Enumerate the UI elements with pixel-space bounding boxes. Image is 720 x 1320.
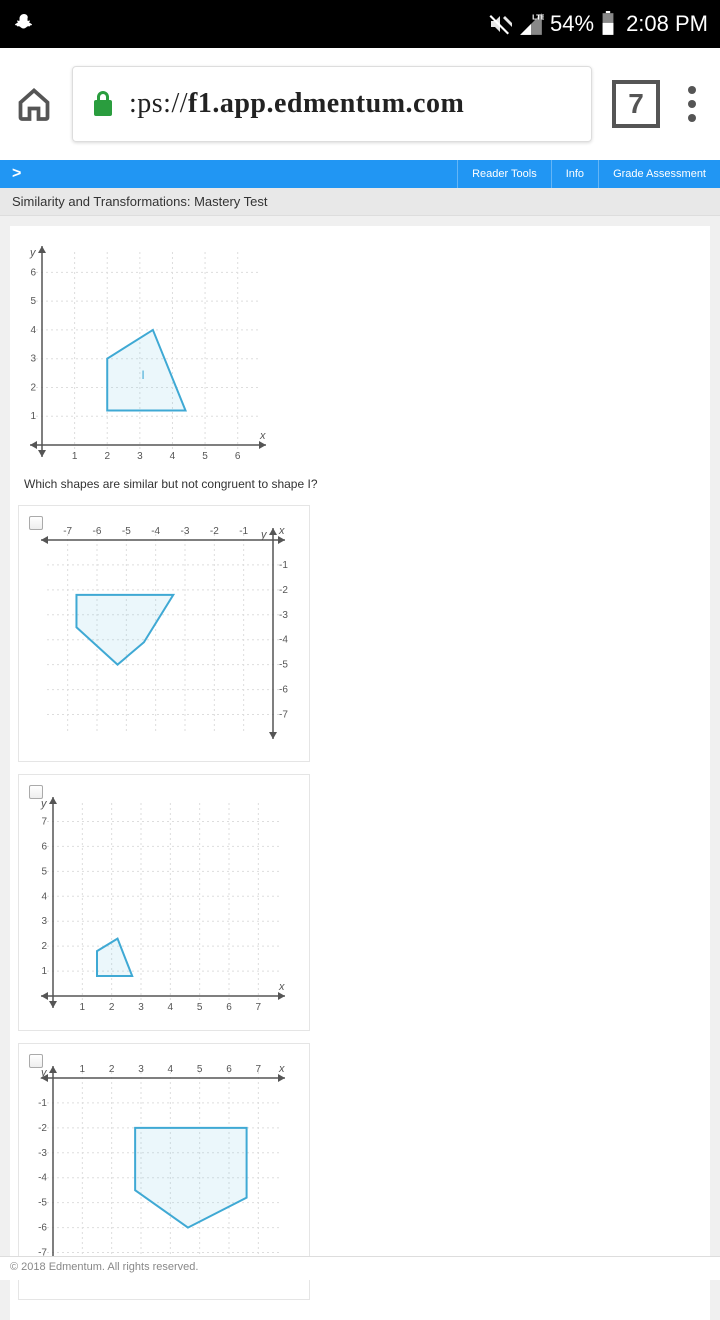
svg-text:1: 1 [80, 1064, 86, 1075]
svg-text:-3: -3 [181, 526, 190, 537]
svg-text:2: 2 [104, 451, 110, 462]
signal-icon: LTE [518, 11, 544, 37]
svg-text:x: x [278, 1063, 285, 1075]
svg-text:3: 3 [30, 354, 36, 365]
svg-text:-5: -5 [38, 1198, 47, 1209]
svg-text:-3: -3 [38, 1148, 47, 1159]
svg-text:6: 6 [41, 841, 47, 852]
svg-text:6: 6 [226, 1064, 232, 1075]
reader-tools-button[interactable]: Reader Tools [457, 160, 551, 188]
svg-text:4: 4 [41, 891, 47, 902]
menu-icon[interactable] [680, 86, 704, 122]
svg-text:3: 3 [137, 451, 143, 462]
svg-text:LTE: LTE [532, 13, 544, 22]
svg-text:2: 2 [109, 1002, 115, 1013]
svg-text:5: 5 [30, 296, 36, 307]
svg-text:-2: -2 [38, 1123, 47, 1134]
snapchat-icon [12, 12, 36, 36]
svg-text:2: 2 [30, 382, 36, 393]
option-a[interactable]: -7 -6 -5 -4 -3 -2 -1 -1 -2 -3 -4 -5 -6 -7 xy [18, 505, 310, 762]
content-area: 123456123456xyI Which shapes are similar… [10, 226, 710, 1320]
svg-text:-7: -7 [279, 710, 288, 721]
svg-text:4: 4 [170, 451, 176, 462]
clock-text: 2:08 PM [626, 11, 708, 37]
app-toolbar: > Reader Tools Info Grade Assessment [0, 160, 720, 188]
option-c-checkbox[interactable] [29, 1054, 43, 1068]
svg-text:-4: -4 [279, 635, 288, 646]
svg-text:7: 7 [256, 1064, 262, 1075]
svg-text:y: y [260, 529, 268, 541]
expand-icon[interactable]: > [0, 165, 33, 183]
svg-text:2: 2 [41, 941, 47, 952]
test-title: Similarity and Transformations: Mastery … [0, 188, 720, 216]
svg-text:-5: -5 [279, 660, 288, 671]
svg-text:6: 6 [30, 267, 36, 278]
grade-button[interactable]: Grade Assessment [598, 160, 720, 188]
svg-text:x: x [278, 981, 285, 993]
option-a-checkbox[interactable] [29, 516, 43, 530]
svg-text:3: 3 [41, 916, 47, 927]
svg-text:7: 7 [256, 1002, 262, 1013]
svg-text:-7: -7 [63, 526, 72, 537]
svg-text:x: x [278, 525, 285, 537]
question-text: Which shapes are similar but not congrue… [24, 477, 702, 491]
lock-icon [91, 90, 115, 118]
svg-text:1: 1 [80, 1002, 86, 1013]
svg-text:6: 6 [235, 451, 241, 462]
svg-text:1: 1 [30, 411, 36, 422]
browser-bar: :ps://f1.app.edmentum.com 7 [0, 48, 720, 160]
url-text: :ps://f1.app.edmentum.com [129, 88, 464, 120]
option-c-plot: 1234567-1-2-3-4-5-6-7xy [29, 1054, 299, 1289]
svg-text:5: 5 [202, 451, 208, 462]
svg-text:-4: -4 [151, 526, 160, 537]
option-b-checkbox[interactable] [29, 785, 43, 799]
svg-text:-2: -2 [279, 585, 288, 596]
svg-text:y: y [29, 247, 37, 259]
battery-text: 54% [550, 11, 594, 37]
svg-text:-6: -6 [38, 1223, 47, 1234]
svg-text:3: 3 [138, 1002, 144, 1013]
status-bar: LTE 54% 2:08 PM [0, 0, 720, 48]
svg-text:2: 2 [109, 1064, 115, 1075]
svg-text:4: 4 [168, 1002, 174, 1013]
svg-text:3: 3 [138, 1064, 144, 1075]
svg-text:7: 7 [41, 816, 47, 827]
footer: © 2018 Edmentum. All rights reserved. [0, 1256, 720, 1280]
svg-text:y: y [40, 798, 48, 810]
svg-text:6: 6 [226, 1002, 232, 1013]
svg-text:-1: -1 [239, 526, 248, 537]
svg-text:x: x [259, 430, 266, 442]
svg-text:5: 5 [197, 1064, 203, 1075]
tab-count[interactable]: 7 [612, 80, 660, 128]
svg-text:1: 1 [41, 966, 47, 977]
svg-text:5: 5 [41, 866, 47, 877]
option-a-plot: -7 -6 -5 -4 -3 -2 -1 -1 -2 -3 -4 -5 -6 -7 xy [29, 516, 299, 751]
svg-text:-1: -1 [279, 560, 288, 571]
svg-text:4: 4 [168, 1064, 174, 1075]
svg-text:-5: -5 [122, 526, 131, 537]
info-button[interactable]: Info [551, 160, 598, 188]
svg-text:-1: -1 [38, 1098, 47, 1109]
svg-text:-6: -6 [279, 685, 288, 696]
mute-icon [488, 12, 512, 36]
svg-text:-2: -2 [210, 526, 219, 537]
svg-text:5: 5 [197, 1002, 203, 1013]
svg-text:4: 4 [30, 325, 36, 336]
reference-shape-plot: 1 2 3 4 5 6 1 2 3 4 5 6 x y I [18, 234, 702, 469]
option-b-plot: 1 2 3 4 5 6 7 1 2 3 4 5 6 7 x y [29, 785, 299, 1020]
svg-text:I: I [141, 368, 144, 382]
option-b[interactable]: 1 2 3 4 5 6 7 1 2 3 4 5 6 7 x y [18, 774, 310, 1031]
svg-text:-3: -3 [279, 610, 288, 621]
svg-text:-6: -6 [93, 526, 102, 537]
svg-text:1: 1 [72, 451, 78, 462]
battery-icon [600, 11, 616, 37]
url-bar[interactable]: :ps://f1.app.edmentum.com [72, 66, 592, 142]
home-icon[interactable] [16, 86, 52, 122]
svg-text:-4: -4 [38, 1173, 47, 1184]
